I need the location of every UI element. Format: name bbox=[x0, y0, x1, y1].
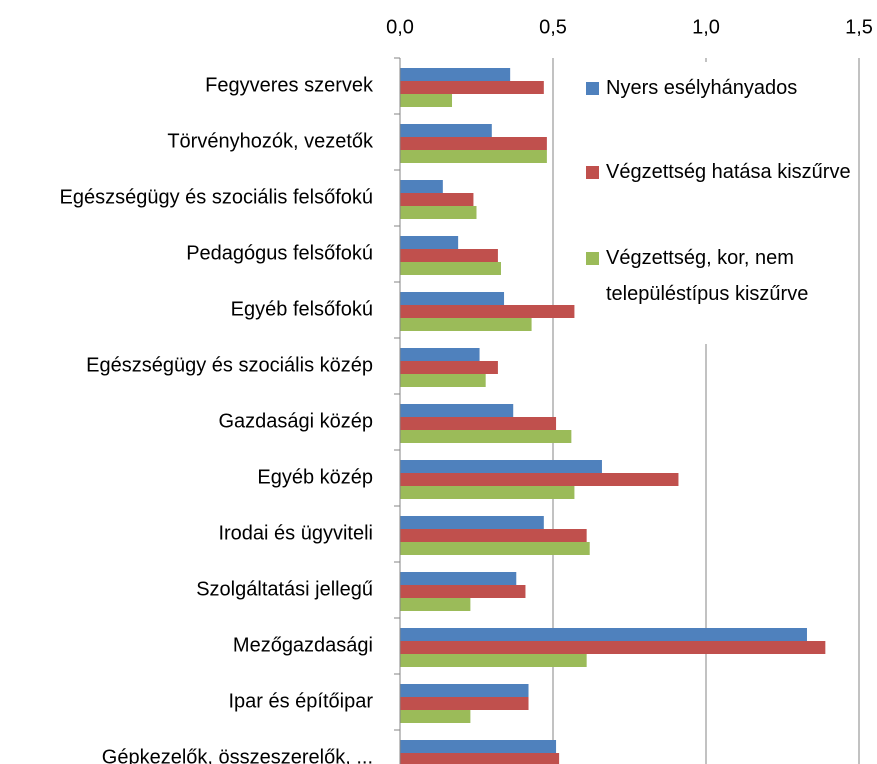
bar bbox=[400, 68, 511, 81]
x-tick-label: 0,0 bbox=[386, 16, 414, 38]
y-tick-label: Mezőgazdasági bbox=[233, 634, 373, 656]
y-tick-label: Egészségügy és szociális felsőfokú bbox=[60, 186, 374, 208]
bar bbox=[400, 753, 560, 764]
y-tick-label: Irodai és ügyviteli bbox=[218, 522, 373, 544]
bar bbox=[400, 348, 480, 361]
bar bbox=[400, 486, 575, 499]
bar bbox=[400, 697, 529, 710]
x-tick-label: 1,0 bbox=[692, 16, 720, 38]
bar bbox=[400, 529, 587, 542]
bar bbox=[400, 361, 498, 374]
y-tick-label: Egyéb felsőfokú bbox=[231, 298, 373, 320]
legend-label: Végzettség, kor, nem településtípus kisz… bbox=[606, 247, 809, 305]
bar bbox=[400, 150, 547, 163]
legend-item: Végzettség, kor, nem településtípus kisz… bbox=[584, 240, 868, 312]
bar bbox=[400, 206, 477, 219]
bar bbox=[400, 193, 474, 206]
bar bbox=[400, 684, 529, 697]
bar bbox=[400, 94, 453, 107]
bar bbox=[400, 710, 471, 723]
y-tick-label: Pedagógus felsőfokú bbox=[186, 242, 373, 264]
bar bbox=[400, 641, 826, 654]
bar bbox=[400, 318, 532, 331]
bar bbox=[400, 404, 514, 417]
bar bbox=[400, 81, 544, 94]
bar bbox=[400, 124, 492, 137]
bar bbox=[400, 430, 572, 443]
bar bbox=[400, 598, 471, 611]
legend-swatch bbox=[586, 166, 599, 179]
x-tick-label: 1,5 bbox=[845, 16, 873, 38]
bar bbox=[400, 628, 807, 641]
y-tick-label: Egyéb közép bbox=[257, 466, 373, 488]
bar bbox=[400, 249, 498, 262]
bar bbox=[400, 236, 459, 249]
legend: Nyers esélyhányados Végzettség hatása kis… bbox=[576, 62, 858, 344]
bar bbox=[400, 374, 486, 387]
legend-swatch bbox=[586, 252, 599, 265]
legend-label: Végzettség hatása kiszűrve bbox=[606, 161, 851, 183]
bar bbox=[400, 473, 679, 486]
bar bbox=[400, 180, 443, 193]
bar bbox=[400, 654, 587, 667]
y-tick-label: Törvényhozók, vezetők bbox=[167, 130, 374, 152]
bar bbox=[400, 292, 505, 305]
bar bbox=[400, 262, 501, 275]
y-tick-label: Szolgáltatási jellegű bbox=[196, 578, 373, 600]
bar bbox=[400, 542, 590, 555]
bar bbox=[400, 585, 526, 598]
y-tick-label: Ipar és építőipar bbox=[228, 690, 373, 712]
y-tick-label: Gazdasági közép bbox=[218, 410, 373, 432]
legend-label: Nyers esélyhányados bbox=[606, 77, 798, 99]
bar bbox=[400, 516, 544, 529]
y-tick-label: Gépkezelők, összeszerelők, ... bbox=[102, 746, 373, 764]
x-tick-label: 0,5 bbox=[539, 16, 567, 38]
bar bbox=[400, 460, 602, 473]
y-tick-label: Egészségügy és szociális közép bbox=[86, 354, 373, 376]
bar bbox=[400, 572, 517, 585]
legend-swatch bbox=[586, 82, 599, 95]
bar bbox=[400, 305, 575, 318]
bar bbox=[400, 417, 557, 430]
legend-item: Végzettség hatása kiszűrve bbox=[584, 154, 868, 190]
y-tick-label: Fegyveres szervek bbox=[205, 74, 374, 96]
legend-item: Nyers esélyhányados bbox=[584, 70, 868, 106]
bar bbox=[400, 740, 557, 753]
bar bbox=[400, 137, 547, 150]
